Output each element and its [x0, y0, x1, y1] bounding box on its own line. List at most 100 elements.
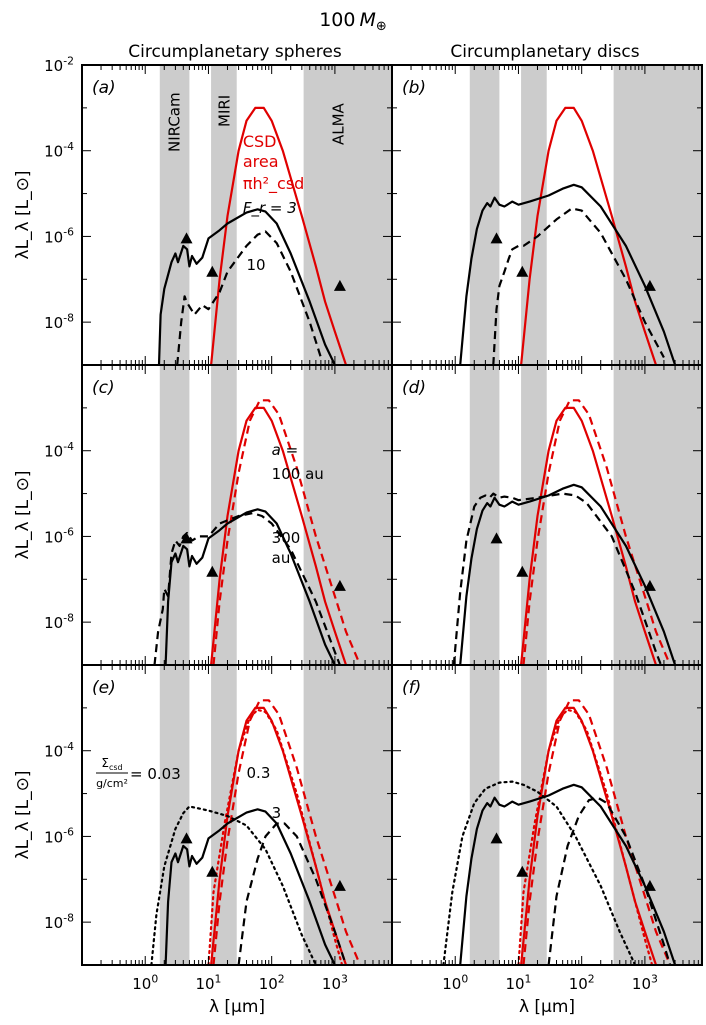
observation-marker	[206, 865, 219, 877]
observation-marker	[206, 265, 219, 277]
series-line-black-solid	[459, 183, 677, 365]
series-line-black-dashed	[452, 492, 663, 665]
annotation-fr: F_r = 3	[243, 199, 297, 218]
panel-d: (d)	[391, 364, 703, 666]
instrument-band	[469, 665, 500, 965]
annotation-sigma-denominator: g/cm²	[96, 777, 128, 790]
observation-marker	[516, 565, 529, 577]
x-tick-label: 103	[632, 972, 658, 993]
instrument-band	[613, 665, 702, 965]
panel-letter: (f)	[402, 678, 421, 698]
series-line-red-solid	[210, 706, 348, 965]
panel-letter: (c)	[92, 378, 115, 398]
y-tick-label: 10-4	[44, 440, 74, 461]
y-tick-label: 10-8	[44, 911, 74, 932]
y-tick-label: 10-8	[44, 311, 74, 332]
y-axis-label: λL_λ [L_⊙]	[13, 771, 33, 860]
x-tick-label: 103	[322, 972, 348, 993]
figure-title-symbol: M	[359, 9, 375, 31]
series-line-red-solid	[210, 406, 348, 665]
label-miri: MIRI	[216, 95, 234, 127]
series-line-red-dashed	[522, 699, 672, 965]
observation-marker	[180, 532, 193, 544]
series-line-black-dashed	[237, 822, 348, 965]
annotation-csd: CSD	[243, 132, 277, 151]
x-tick-label: 101	[195, 972, 221, 993]
panel-e: 100 101 102 103 λ [μm] 10-4 10-6 10-8 λL_λ [L_⊙]…	[13, 664, 393, 1017]
series-line-black-solid	[164, 508, 336, 665]
observation-marker	[333, 279, 346, 291]
x-tick-label: 101	[505, 972, 531, 993]
observation-marker	[206, 565, 219, 577]
y-tick-label: 10-6	[44, 826, 74, 847]
annotation-sigma-03: 0.3	[247, 764, 271, 782]
y-tick-label: 10-6	[44, 226, 74, 247]
panel-letter: (a)	[92, 78, 116, 98]
column-title-right: Circumplanetary discs	[450, 42, 639, 62]
series-line-black-dashed	[547, 796, 672, 965]
series-line-red-dashed	[522, 399, 672, 665]
annotation-a: a =	[272, 441, 299, 459]
instrument-band	[159, 65, 190, 365]
instrument-band	[469, 365, 500, 665]
x-axis-label: λ [μm]	[209, 997, 265, 1017]
panel-frame	[391, 664, 703, 966]
observation-marker	[490, 232, 503, 244]
observation-marker	[516, 865, 529, 877]
x-tick-label: 100	[132, 972, 158, 993]
panel-letter: (b)	[402, 78, 426, 98]
series-line-black-solid	[164, 808, 336, 965]
instrument-band	[159, 665, 190, 965]
figure-title-value: 100	[319, 9, 355, 31]
figure-title-subscript: ⊕	[376, 19, 387, 34]
observation-marker	[490, 532, 503, 544]
series-line-black-dashed	[153, 512, 341, 665]
label-nircam: NIRCam	[165, 92, 183, 152]
series-line-red-solid	[520, 706, 658, 965]
annotation-a-300: 300	[272, 529, 301, 547]
observation-marker	[180, 832, 193, 844]
y-tick-label: 10-4	[44, 140, 74, 161]
instrument-band	[303, 665, 392, 965]
instrument-band	[613, 65, 702, 365]
instrument-band	[303, 65, 392, 365]
annotation-fr-10: 10	[247, 256, 266, 274]
annotation-a-100au: 100 au	[272, 465, 324, 483]
label-alma: ALMA	[330, 102, 348, 145]
y-tick-label: 10-8	[44, 611, 74, 632]
annotation-sigma-003: = 0.03	[130, 765, 181, 783]
instrument-band	[303, 365, 392, 665]
series-line-black-dashed	[176, 230, 322, 365]
annotation-sigma-numerator: Σcsd	[101, 756, 122, 772]
y-tick-label: 10-6	[44, 526, 74, 547]
panel-letter: (e)	[92, 678, 116, 698]
annotation-sigma-3: 3	[272, 804, 282, 822]
panel-b: (b)	[391, 64, 703, 366]
annotation-area: area	[243, 152, 279, 171]
panel-letter: (d)	[402, 378, 426, 398]
instrument-band	[469, 65, 500, 365]
x-axis-label: λ [μm]	[519, 997, 575, 1017]
instrument-band	[159, 365, 190, 665]
series-line-black-dotted	[150, 805, 317, 965]
x-tick-label: 102	[259, 972, 285, 993]
x-tick-label: 100	[442, 972, 468, 993]
observation-marker	[333, 879, 346, 891]
observation-marker	[643, 879, 656, 891]
observation-marker	[516, 265, 529, 277]
annotation-a-au: au	[272, 549, 291, 567]
series-line-black-dotted	[442, 780, 637, 965]
series-line-red-solid	[210, 106, 348, 365]
panel-c: 10-4 10-6 10-8 λL_λ [L_⊙] (c) a = 100 au 300 au	[13, 364, 393, 666]
series-line-red-dashed	[212, 399, 362, 665]
observation-marker	[643, 279, 656, 291]
panel-a: 10-2 10-4 10-6 10-8 λL_λ [L_⊙] (a) NIRCam MIRI A…	[13, 54, 393, 366]
y-axis-label: λL_λ [L_⊙]	[13, 171, 33, 260]
series-line-black-solid	[157, 208, 336, 365]
y-tick-label: 10-2	[44, 54, 74, 75]
panels-group: 10-2 10-4 10-6 10-8 λL_λ [L_⊙] (a) NIRCam MIRI A…	[13, 54, 703, 1017]
observation-marker	[333, 579, 346, 591]
column-title-left: Circumplanetary spheres	[128, 42, 342, 62]
panel-f: 100 101 102 103 λ [μm] (f)	[391, 664, 703, 1017]
observation-marker	[180, 232, 193, 244]
